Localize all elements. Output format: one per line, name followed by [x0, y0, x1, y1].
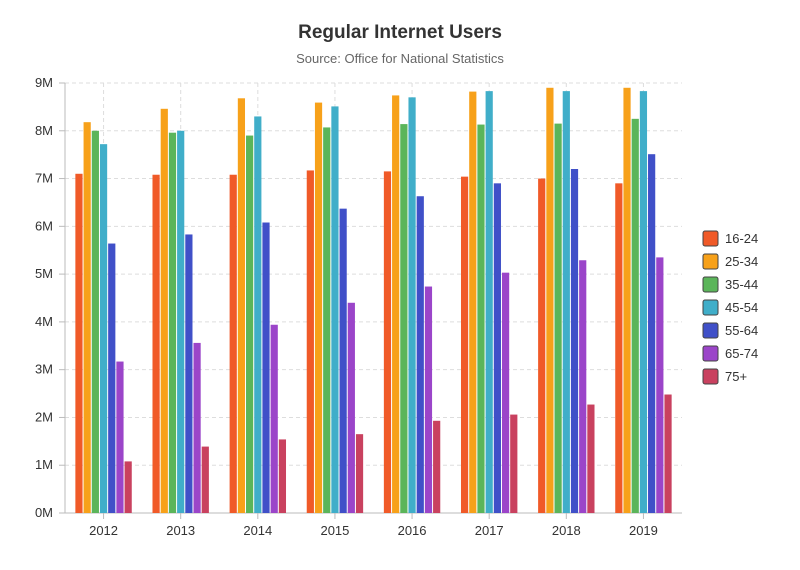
bar-35-44-2015: [323, 127, 331, 513]
bar-25-34-2015: [314, 102, 323, 513]
x-tick-label: 2018: [552, 523, 581, 538]
legend-label-55-64[interactable]: 55-64: [725, 323, 758, 338]
bar-25-34-2014: [237, 98, 246, 514]
legend-label-45-54[interactable]: 45-54: [725, 300, 758, 315]
bar-75+-2019: [664, 394, 672, 513]
bar-45-54-2018: [562, 91, 570, 513]
bar-16-24-2012: [75, 173, 83, 513]
bar-65-74-2017: [501, 272, 510, 513]
x-tick-label: 2013: [166, 523, 195, 538]
bar-75+-2013: [201, 446, 209, 513]
bar-65-74-2018: [579, 260, 587, 513]
bar-75+-2015: [355, 434, 364, 513]
bar-55-64-2018: [570, 169, 579, 513]
bar-75+-2012: [124, 461, 132, 513]
y-tick-label: 0M: [35, 505, 53, 520]
legend-label-16-24[interactable]: 16-24: [725, 231, 758, 246]
bar-25-34-2012: [83, 122, 91, 513]
bar-16-24-2013: [152, 174, 160, 513]
y-tick-label: 5M: [35, 266, 53, 281]
bar-65-74-2013: [193, 342, 201, 513]
bar-35-44-2016: [400, 124, 408, 513]
y-tick-label: 1M: [35, 457, 53, 472]
legend-swatch-45-54[interactable]: [702, 299, 719, 316]
bar-25-34-2016: [392, 95, 400, 513]
y-tick-label: 4M: [35, 314, 53, 329]
y-tick-label: 2M: [35, 409, 53, 424]
bar-35-44-2012: [91, 130, 99, 513]
bar-35-44-2017: [477, 124, 485, 514]
y-tick-label: 9M: [35, 75, 53, 90]
y-tick-label: 3M: [35, 362, 53, 377]
bar-65-74-2014: [270, 324, 278, 513]
bar-35-44-2019: [631, 118, 639, 513]
legend-label-75+[interactable]: 75+: [725, 369, 747, 384]
chart-subtitle: Source: Office for National Statistics: [296, 51, 504, 66]
y-tick-label: 6M: [35, 218, 53, 233]
bar-45-54-2012: [99, 144, 108, 513]
bar-65-74-2015: [347, 302, 355, 513]
x-tick-label: 2019: [629, 523, 658, 538]
legend-swatch-25-34[interactable]: [702, 253, 719, 270]
legend-swatch-16-24[interactable]: [702, 230, 719, 247]
x-tick-label: 2014: [243, 523, 272, 538]
bar-45-54-2015: [331, 106, 339, 514]
bar-65-74-2012: [116, 361, 124, 513]
bar-45-54-2013: [177, 130, 185, 513]
bar-16-24-2018: [538, 178, 546, 514]
bar-25-34-2013: [160, 108, 168, 514]
bar-35-44-2018: [554, 123, 562, 513]
bar-25-34-2018: [546, 87, 554, 514]
legend-swatch-35-44[interactable]: [702, 276, 719, 293]
bar-55-64-2012: [108, 243, 116, 514]
bar-75+-2018: [587, 404, 595, 513]
x-tick-label: 2015: [320, 523, 349, 538]
bar-75+-2017: [510, 414, 518, 513]
bar-35-44-2013: [168, 132, 177, 513]
x-tick-label: 2016: [398, 523, 427, 538]
bar-55-64-2015: [339, 208, 347, 513]
y-tick-label: 8M: [35, 123, 53, 138]
legend-label-25-34[interactable]: 25-34: [725, 254, 758, 269]
x-tick-label: 2017: [475, 523, 504, 538]
bar-45-54-2016: [408, 97, 416, 513]
bar-65-74-2019: [656, 257, 664, 513]
bar-35-44-2014: [246, 135, 254, 514]
bar-55-64-2014: [262, 222, 270, 513]
bar-16-24-2015: [306, 170, 314, 513]
x-tick-label: 2012: [89, 523, 118, 538]
y-tick-label: 7M: [35, 171, 53, 186]
legend-swatch-75+[interactable]: [702, 368, 719, 385]
chart-title: Regular Internet Users: [298, 22, 502, 43]
legend-swatch-65-74[interactable]: [702, 345, 719, 362]
bar-55-64-2016: [416, 196, 424, 513]
bar-55-64-2017: [493, 183, 501, 514]
bar-16-24-2016: [383, 171, 392, 513]
bar-55-64-2013: [185, 234, 193, 513]
bar-65-74-2016: [424, 286, 433, 513]
bar-45-54-2014: [254, 116, 262, 513]
legend-label-65-74[interactable]: 65-74: [725, 346, 758, 361]
legend-label-35-44[interactable]: 35-44: [725, 277, 758, 292]
bar-75+-2016: [433, 420, 441, 513]
bar-75+-2014: [278, 439, 287, 513]
bar-45-54-2017: [485, 91, 493, 513]
bar-45-54-2019: [639, 91, 648, 513]
bar-25-34-2017: [469, 91, 477, 513]
bar-16-24-2014: [229, 174, 237, 513]
legend-swatch-55-64[interactable]: [702, 322, 719, 339]
bar-25-34-2019: [623, 87, 631, 514]
bar-16-24-2019: [615, 183, 623, 514]
bar-16-24-2017: [460, 176, 469, 513]
bar-55-64-2019: [648, 154, 656, 513]
